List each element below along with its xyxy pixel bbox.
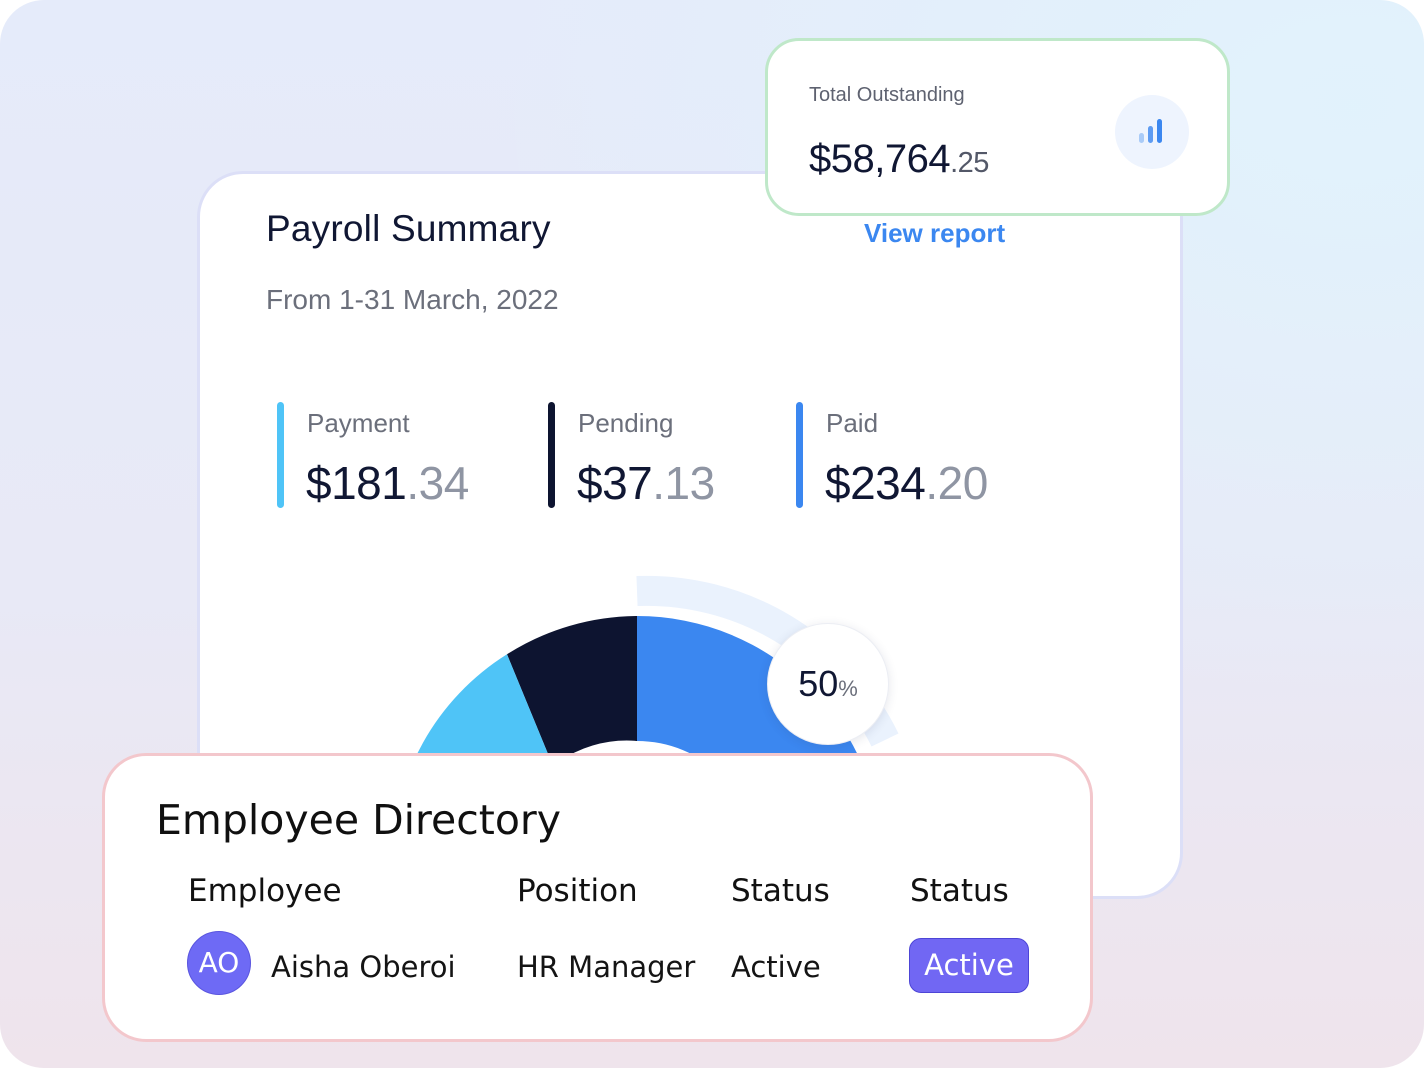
stat-paid-value: $234.20 — [825, 456, 988, 510]
outstanding-cents: .25 — [950, 147, 989, 179]
payroll-title: Payroll Summary — [266, 208, 551, 249]
column-header-status: Status — [731, 873, 830, 909]
stat-pending-label: Pending — [578, 408, 674, 438]
stat-paid-label: Paid — [826, 408, 879, 438]
column-header-employee: Employee — [188, 873, 342, 909]
chart-badge[interactable] — [1115, 95, 1189, 169]
donut-percent-bubble: 50% — [767, 623, 889, 745]
payroll-date-range: From 1-31 March, 2022 — [266, 284, 559, 315]
stat-payment-dollars: $181 — [306, 457, 407, 509]
status-badge[interactable]: Active — [909, 938, 1029, 993]
stat-payment-cents: .34 — [406, 457, 469, 509]
stat-payment-label: Payment — [307, 408, 410, 438]
donut-percent-value: 50 — [798, 663, 839, 704]
stat-paid-bar — [796, 402, 803, 508]
stat-payment-bar — [277, 402, 284, 508]
view-report-link[interactable]: View report — [864, 218, 1006, 248]
stat-pending-dollars: $37 — [577, 457, 653, 509]
stat-pending-value: $37.13 — [577, 456, 715, 510]
employee-name: Aisha Oberoi — [271, 950, 456, 984]
total-outstanding-card: Total Outstanding $58,764.25 — [765, 38, 1230, 216]
employee-directory-card: Employee Directory Employee Position Sta… — [102, 753, 1093, 1042]
outstanding-dollars: $58,764 — [809, 137, 951, 181]
outstanding-label: Total Outstanding — [809, 84, 965, 106]
avatar: AO — [187, 931, 251, 995]
stat-payment-value: $181.34 — [306, 456, 469, 510]
directory-title: Employee Directory — [156, 796, 562, 844]
donut-percent-sign: % — [838, 676, 858, 701]
donut-segment-pending — [507, 616, 637, 766]
employee-position: HR Manager — [517, 950, 696, 984]
outstanding-value: $58,764.25 — [809, 137, 989, 182]
column-header-status-badge: Status — [910, 873, 1009, 909]
stat-paid-cents: .20 — [925, 457, 988, 509]
stat-pending-cents: .13 — [652, 457, 715, 509]
column-header-position: Position — [517, 873, 638, 909]
stat-paid-dollars: $234 — [825, 457, 926, 509]
stat-pending-bar — [548, 402, 555, 508]
bar-chart-icon — [1139, 119, 1162, 143]
employee-status: Active — [731, 950, 821, 984]
